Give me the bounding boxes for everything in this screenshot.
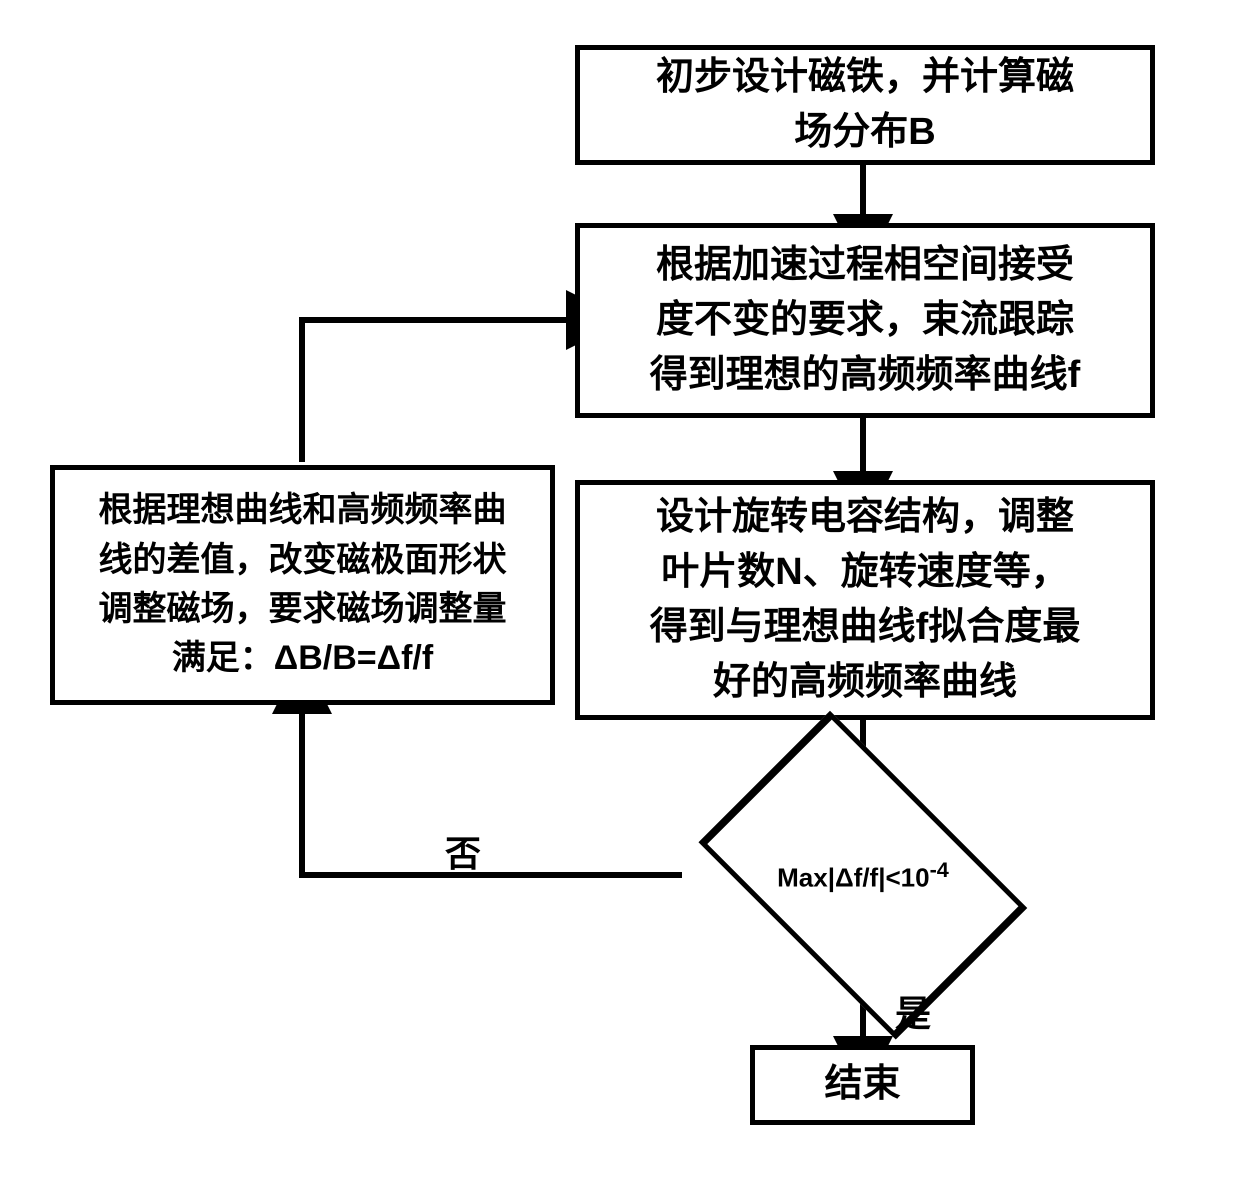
node-text: 根据理想曲线和高频频率曲线的差值，改变磁极面形状调整磁场，要求磁场调整量满足：Δ…: [99, 486, 507, 683]
flowchart-canvas: 初步设计磁铁，并计算磁场分布B 根据加速过程相空间接受度不变的要求，束流跟踪得到…: [20, 20, 1240, 1171]
node-text: 根据加速过程相空间接受度不变的要求，束流跟踪得到理想的高频频率曲线f: [650, 238, 1081, 403]
node-initial-design: 初步设计磁铁，并计算磁场分布B: [575, 45, 1155, 165]
label-no: 否: [445, 825, 481, 877]
node-text: 结束: [824, 1057, 900, 1112]
node-text: 设计旋转电容结构，调整叶片数N、旋转速度等，得到与理想曲线f拟合度最好的高频频率…: [650, 490, 1081, 710]
node-adjust-field: 根据理想曲线和高频频率曲线的差值，改变磁极面形状调整磁场，要求磁场调整量满足：Δ…: [50, 465, 555, 705]
label-yes: 是: [895, 985, 931, 1037]
node-beam-tracking: 根据加速过程相空间接受度不变的要求，束流跟踪得到理想的高频频率曲线f: [575, 223, 1155, 418]
node-end: 结束: [750, 1045, 975, 1125]
decision-text: Max|Δf/f|<10-4: [777, 857, 949, 894]
decision-label: Max|Δf/f|<10-4: [653, 805, 1073, 945]
node-capacitor-design: 设计旋转电容结构，调整叶片数N、旋转速度等，得到与理想曲线f拟合度最好的高频频率…: [575, 480, 1155, 720]
node-text: 初步设计磁铁，并计算磁场分布B: [656, 50, 1074, 160]
